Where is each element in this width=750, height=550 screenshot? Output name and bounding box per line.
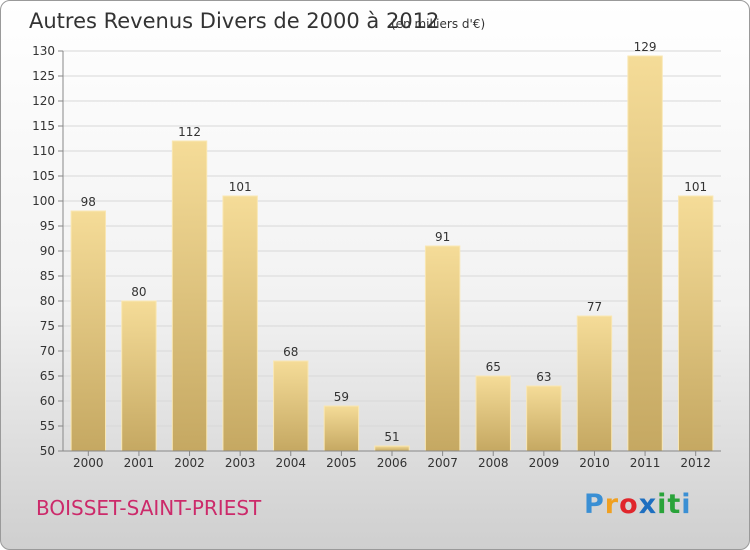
y-tick-label: 95 [40,219,55,233]
y-tick-label: 100 [32,194,55,208]
data-label: 101 [684,180,707,194]
logo-letter: r [604,489,620,520]
bar-2011 [627,55,663,452]
bar-2002 [171,140,208,452]
x-tick-label: 2004 [275,456,306,470]
y-tick-label: 80 [40,294,55,308]
x-tick-label: 2005 [326,456,357,470]
data-label: 101 [229,180,252,194]
logo-letter: i [657,489,668,520]
bar-2005 [323,405,360,452]
logo-letter: P [584,489,605,520]
bar-2008 [475,375,511,452]
data-label: 51 [384,430,399,444]
data-label: 77 [587,300,602,314]
data-label: 63 [536,370,551,384]
proxiti-logo[interactable]: Proxiti [584,489,692,520]
x-tick-label: 2012 [680,456,711,470]
logo-letter: i [681,489,692,520]
data-label: 59 [334,390,349,404]
bar-2001 [121,300,157,452]
data-label: 129 [634,40,657,54]
chart-title: Autres Revenus Divers de 2000 à 2012 [29,9,440,33]
x-tick-label: 2011 [630,456,661,470]
bar-2009 [526,385,562,452]
bar-2004 [273,360,309,452]
y-tick-label: 115 [32,119,55,133]
y-tick-label: 65 [40,369,55,383]
y-tick-label: 90 [40,244,55,258]
y-tick-label: 130 [32,44,55,58]
x-tick-label: 2010 [579,456,610,470]
x-tick-label: 2006 [377,456,408,470]
commune-name: BOISSET-SAINT-PRIEST [36,496,262,520]
logo-letter: t [667,489,682,520]
x-tick-label: 2008 [478,456,509,470]
x-tick-label: 2003 [225,456,256,470]
data-label: 68 [283,345,298,359]
x-tick-label: 2001 [124,456,155,470]
x-tick-label: 2007 [427,456,458,470]
y-tick-label: 55 [40,419,55,433]
logo-letter: x [638,489,658,520]
data-label: 112 [178,125,201,139]
axes: 50 55 60 65 70 75 80 85 90 95 100 105 110 115 120 125 13… [32,44,721,470]
x-tick-label: 2009 [529,456,560,470]
y-tick-label: 105 [32,169,55,183]
y-tick-label: 70 [40,344,55,358]
y-tick-label: 85 [40,269,55,283]
bars: 98 80 112 101 68 59 51 91 65 63 77 129 101 [70,40,714,452]
y-tick-label: 110 [32,144,55,158]
data-label: 65 [486,360,501,374]
bar-2012 [677,195,714,452]
y-tick-label: 120 [32,94,55,108]
x-tick-label: 2002 [174,456,205,470]
data-label: 91 [435,230,450,244]
bar-2010 [576,315,613,452]
logo-letter: o [619,489,639,520]
y-tick-label: 125 [32,69,55,83]
y-tick-label: 50 [40,444,55,458]
y-tick-label: 60 [40,394,55,408]
y-tick-label: 75 [40,319,55,333]
bar-2000 [70,210,107,452]
x-tick-label: 2000 [73,456,104,470]
data-label: 98 [81,195,96,209]
bar-2007 [424,245,461,452]
grid-lines [63,50,721,452]
data-label: 80 [131,285,146,299]
chart-subtitle: (en milliers d'€) [391,17,486,31]
bar-2006 [374,445,410,452]
bar-2003 [222,195,258,452]
